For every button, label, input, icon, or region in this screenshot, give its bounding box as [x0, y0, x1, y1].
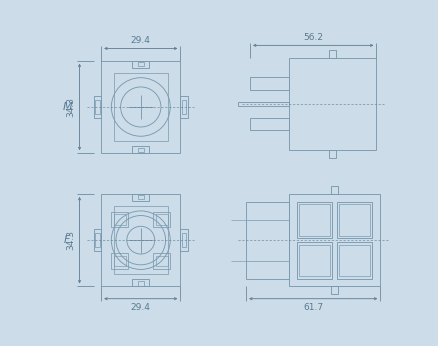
Bar [337, 202, 372, 238]
Bar [246, 202, 289, 279]
Bar [182, 233, 187, 247]
Bar [180, 96, 188, 118]
Bar [153, 212, 170, 227]
Bar [155, 214, 168, 225]
Bar [297, 243, 332, 279]
Bar [132, 194, 149, 201]
Bar [95, 100, 100, 114]
Bar [132, 61, 149, 68]
Bar [250, 118, 289, 130]
Bar [250, 78, 289, 90]
Bar [339, 204, 370, 236]
Text: 29.4: 29.4 [131, 36, 151, 45]
Bar [101, 61, 180, 153]
Bar [153, 253, 170, 269]
Bar [101, 194, 180, 286]
Bar [289, 194, 380, 286]
Bar [138, 62, 144, 66]
Bar [299, 204, 330, 236]
Bar [328, 150, 336, 158]
Bar [337, 243, 372, 279]
Bar [180, 229, 188, 251]
Text: 34.3: 34.3 [67, 97, 76, 117]
Bar [138, 195, 144, 199]
Bar [113, 256, 126, 266]
Bar [113, 206, 168, 274]
Bar [95, 233, 100, 247]
Text: 56.2: 56.2 [303, 33, 323, 42]
Bar [111, 212, 128, 227]
Bar [138, 148, 144, 152]
Bar [328, 50, 336, 58]
Bar [238, 102, 289, 106]
Text: 34.3: 34.3 [67, 230, 76, 250]
Bar [132, 280, 149, 286]
Bar [93, 96, 101, 118]
Bar [331, 186, 339, 194]
Bar [93, 229, 101, 251]
Text: M: M [62, 102, 72, 112]
Bar [339, 245, 370, 276]
Bar [299, 245, 330, 276]
Bar [297, 202, 332, 238]
Bar [138, 281, 144, 285]
Bar [113, 73, 168, 141]
Bar [111, 253, 128, 269]
Bar [289, 58, 376, 150]
Text: F: F [64, 235, 71, 245]
Text: 61.7: 61.7 [303, 302, 323, 311]
Bar [331, 286, 339, 294]
Text: 29.4: 29.4 [131, 302, 151, 311]
Bar [155, 256, 168, 266]
Bar [182, 100, 187, 114]
Bar [132, 146, 149, 153]
Bar [113, 214, 126, 225]
